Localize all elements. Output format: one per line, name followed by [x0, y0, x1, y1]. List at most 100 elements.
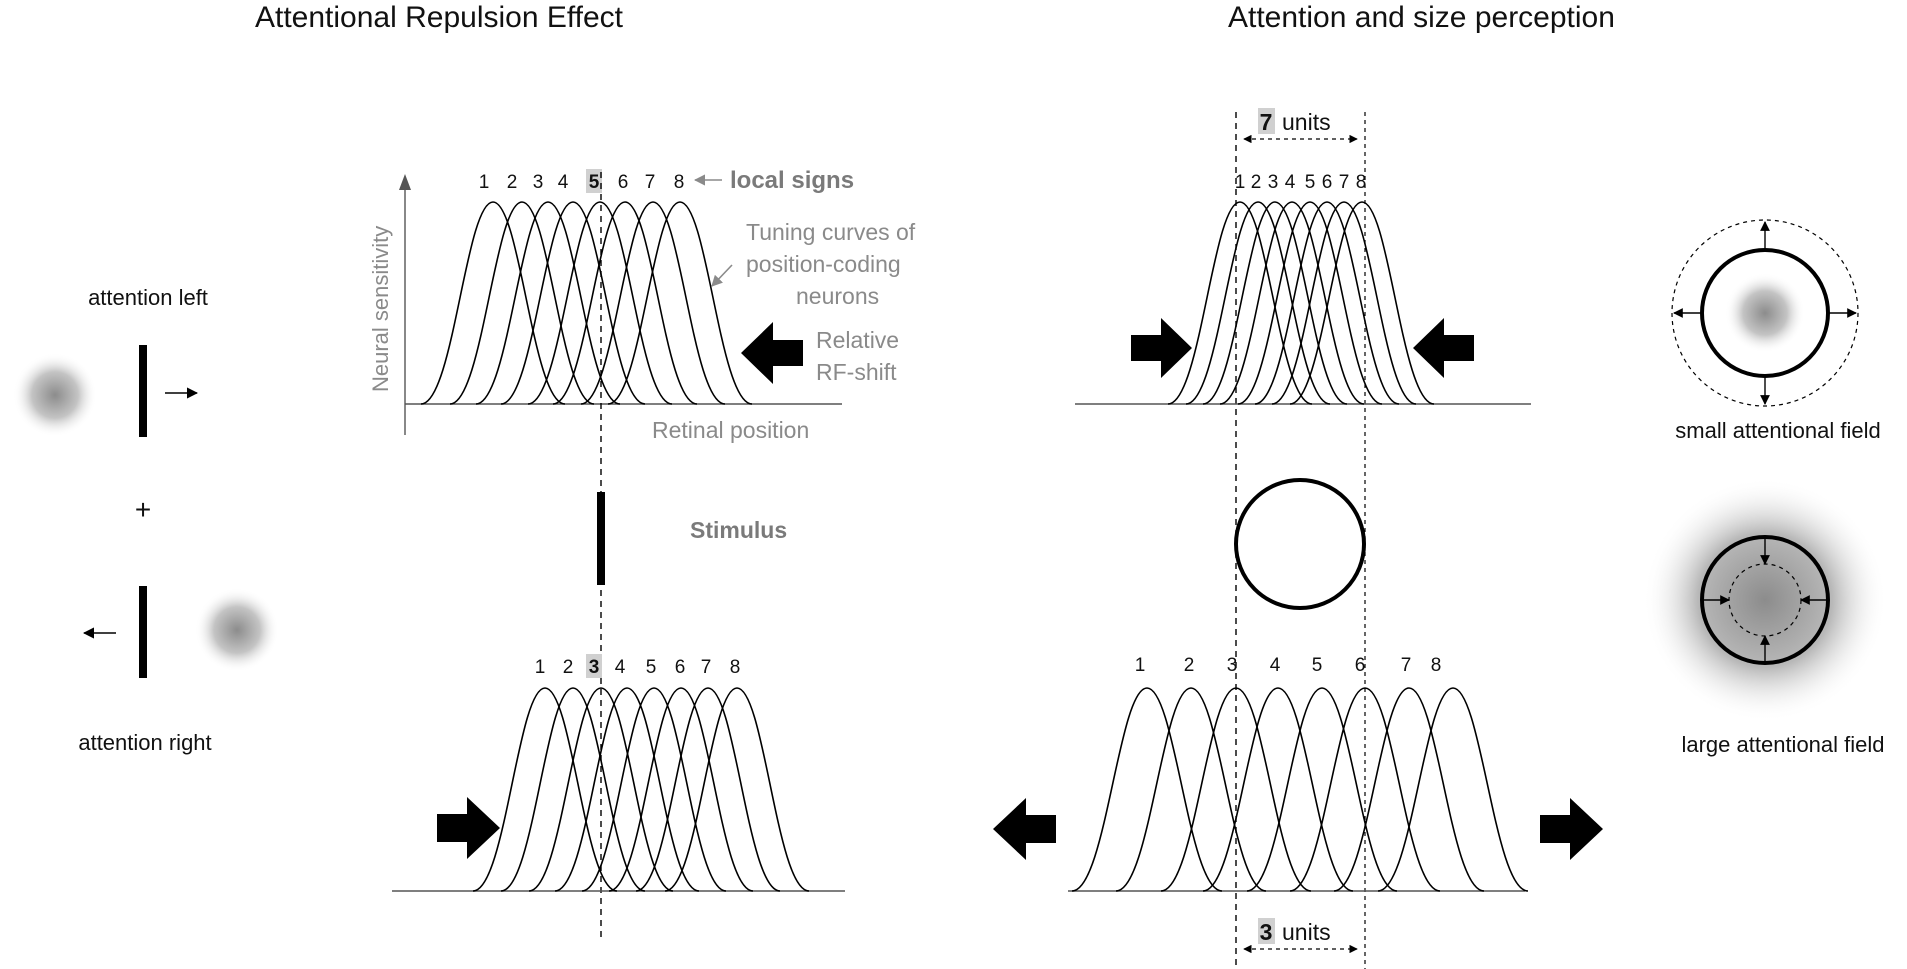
xlabel: Retinal position — [652, 417, 809, 443]
size-top-curve-3 — [1202, 201, 1348, 405]
tuning-arrow — [711, 264, 733, 287]
repulsion-top-curve-7 — [580, 201, 726, 405]
size-stimulus-circle — [1234, 478, 1366, 610]
repulsion-bottom-curve-3 — [528, 687, 674, 892]
repulsion-top-sign-8: 8 — [674, 172, 685, 193]
relative-shift-arrow — [741, 322, 803, 384]
left-bar-bottom — [139, 586, 147, 678]
repulsion-top-curve-4 — [500, 201, 646, 405]
repulsion-bottom-sign-5: 5 — [646, 657, 657, 678]
relative-shift-label-2: RF-shift — [816, 359, 897, 385]
units-word-top: units — [1282, 109, 1331, 135]
repulsion-bottom-sign-2: 2 — [563, 657, 574, 678]
repulsion-top-curve-6 — [552, 201, 698, 405]
units-number-top: 7 — [1260, 109, 1273, 135]
size-top-sign-2: 2 — [1251, 172, 1262, 193]
repulsion-bottom-sign-3: 3 — [589, 657, 600, 678]
stimulus-label: Stimulus — [690, 517, 787, 543]
tuning-curves-top — [420, 201, 753, 405]
repulsion-top-curve-1 — [420, 201, 566, 405]
shift-arrow-inward-left — [1131, 318, 1192, 378]
fixation-cross: + — [135, 494, 151, 525]
repulsion-top-sign-3: 3 — [533, 172, 544, 193]
size-curves-bottom — [1071, 687, 1529, 892]
size-bottom-curve-1 — [1071, 687, 1223, 892]
size-top-sign-4: 4 — [1285, 172, 1296, 193]
size-top-sign-3: 3 — [1268, 172, 1279, 193]
size-bottom-curve-4 — [1202, 687, 1354, 892]
repulsion-top-sign-2: 2 — [507, 172, 518, 193]
size-top-sign-5: 5 — [1305, 172, 1316, 193]
repulsion-top-curve-3 — [475, 201, 621, 405]
ylabel: Neural sensitivity — [368, 226, 393, 392]
repulsion-top-sign-1: 1 — [479, 172, 490, 193]
size-bottom-sign-5: 5 — [1312, 655, 1323, 676]
repulsion-bottom-curve-8 — [664, 687, 810, 892]
size-bottom-curve-5 — [1246, 687, 1398, 892]
repulsion-top-curve-8 — [607, 201, 753, 405]
tuning-label-3: neurons — [796, 283, 879, 309]
size-bottom-curve-7 — [1333, 687, 1485, 892]
size-top-curve-7 — [1271, 201, 1417, 405]
tuning-label-2: position-coding — [746, 251, 901, 277]
local-signs-label: local signs — [730, 167, 854, 194]
repulsion-top-sign-5: 5 — [589, 172, 600, 193]
units-word-bottom: units — [1282, 919, 1331, 945]
size-top-curve-5 — [1237, 201, 1383, 405]
small-field-outer-dashed — [1671, 219, 1859, 407]
y-axis-arrowhead — [399, 174, 411, 190]
repulsion-top-curve-2 — [449, 201, 595, 405]
repulsion-bottom-curve-6 — [608, 687, 754, 892]
large-field-blob — [1643, 478, 1887, 722]
repulsion-top-sign-4: 4 — [558, 172, 569, 193]
size-curves-top — [1167, 201, 1435, 405]
shift-arrow-bottom — [437, 797, 500, 859]
units-highlight-bottom — [1258, 918, 1275, 944]
size-bottom-curve-2 — [1115, 687, 1267, 892]
size-top-curve-4 — [1219, 201, 1365, 405]
repulsion-bottom-sign-7: 7 — [701, 657, 712, 678]
size-bottom-sign-6: 6 — [1355, 655, 1366, 676]
title-left: Attentional Repulsion Effect — [255, 1, 624, 34]
tuning-label-1: Tuning curves of — [746, 219, 916, 245]
attention-right-label: attention right — [78, 730, 211, 755]
repulsion-top-curve-5 — [527, 201, 673, 405]
size-top-curve-8 — [1289, 201, 1435, 405]
attention-blob-left — [13, 353, 97, 437]
shift-arrow-outward-right — [1540, 798, 1603, 860]
size-bottom-sign-8: 8 — [1431, 655, 1442, 676]
units-number-bottom: 3 — [1260, 919, 1273, 945]
size-bottom-sign-4: 4 — [1270, 655, 1281, 676]
large-field-circle — [1700, 535, 1830, 665]
stimulus-bar — [597, 492, 605, 585]
shift-arrow-inward-right — [1413, 318, 1474, 378]
size-top-sign-7: 7 — [1339, 172, 1350, 193]
highlight-box-top — [586, 169, 602, 193]
repulsion-bottom-sign-8: 8 — [730, 657, 741, 678]
repulsion-top-sign-7: 7 — [645, 172, 656, 193]
size-bottom-curve-8 — [1377, 687, 1529, 892]
title-right: Attention and size perception — [1228, 1, 1615, 34]
size-top-sign-1: 1 — [1235, 172, 1246, 193]
units-highlight-top — [1258, 108, 1275, 134]
repulsion-bottom-sign-1: 1 — [535, 657, 546, 678]
size-bottom-sign-3: 3 — [1227, 655, 1238, 676]
repulsion-top-sign-6: 6 — [618, 172, 629, 193]
tuning-curves-bottom — [472, 687, 810, 892]
highlight-box-bottom — [586, 654, 602, 678]
size-bottom-sign-2: 2 — [1184, 655, 1195, 676]
large-field-label: large attentional field — [1681, 732, 1884, 757]
size-top-curve-2 — [1185, 201, 1331, 405]
size-top-curve-1 — [1167, 201, 1313, 405]
size-top-curve-6 — [1254, 201, 1400, 405]
repulsion-bottom-curve-7 — [635, 687, 781, 892]
small-field-blob — [1725, 273, 1805, 353]
repulsion-bottom-curve-1 — [472, 687, 618, 892]
repulsion-bottom-curve-2 — [500, 687, 646, 892]
relative-shift-label-1: Relative — [816, 327, 899, 353]
attention-blob-right — [195, 588, 279, 672]
